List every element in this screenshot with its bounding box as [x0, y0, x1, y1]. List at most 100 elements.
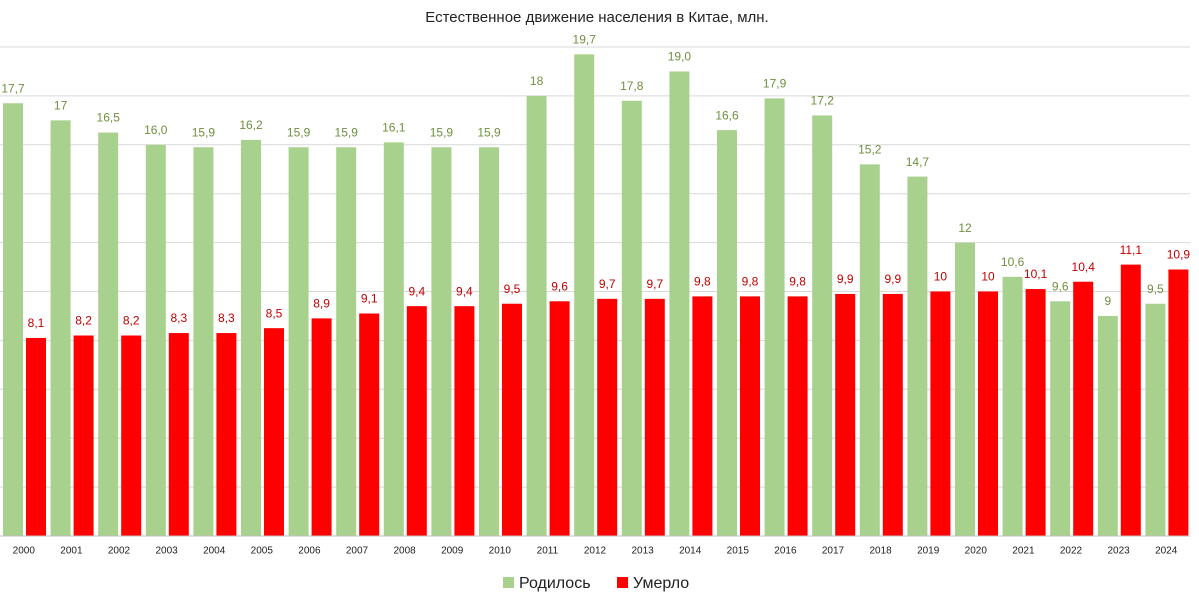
bar: [1025, 289, 1046, 536]
value-label: 16,1: [382, 121, 406, 135]
bar: [549, 301, 570, 536]
bar: [502, 303, 522, 536]
x-tick-label: 2013: [631, 546, 654, 557]
x-tick-label: 2003: [155, 546, 178, 557]
x-tick-label: 2007: [346, 546, 369, 557]
x-tick-label: 2010: [489, 546, 512, 557]
x-tick-label: 2019: [917, 546, 940, 557]
value-label: 8,2: [123, 314, 140, 328]
bar: [669, 71, 690, 536]
bar: [1168, 269, 1189, 536]
x-tick-label: 2005: [251, 546, 274, 557]
x-tick-label: 2015: [727, 546, 750, 557]
legend-swatch: [617, 577, 628, 588]
bar: [264, 328, 284, 536]
value-label: 15,2: [858, 143, 882, 157]
value-label: 15,9: [287, 125, 311, 139]
value-label: 9,1: [361, 292, 378, 306]
value-label: 10,1: [1024, 267, 1048, 281]
value-label: 18: [530, 74, 544, 88]
bar: [454, 306, 475, 536]
x-tick-label: 2020: [965, 546, 988, 557]
value-label: 9,9: [837, 272, 854, 286]
x-tick-label: 2018: [869, 546, 892, 557]
value-label: 17: [54, 99, 68, 113]
value-label: 9,5: [504, 282, 521, 296]
bar: [1002, 276, 1023, 536]
bar: [740, 296, 760, 536]
value-label: 15,9: [430, 125, 454, 139]
value-label: 15,9: [335, 125, 359, 139]
x-tick-label: 2023: [1107, 546, 1130, 557]
value-label: 16,0: [144, 123, 168, 137]
bar: [1050, 301, 1071, 536]
bar: [907, 176, 928, 536]
bar: [193, 147, 214, 536]
bar: [145, 144, 166, 537]
bar: [431, 147, 452, 536]
bar: [978, 291, 998, 536]
bar: [1120, 264, 1141, 536]
legend-label: Родилось: [519, 575, 591, 592]
x-tick-label: 2016: [774, 546, 797, 557]
bar: [692, 296, 713, 536]
value-label: 9,8: [789, 275, 806, 289]
value-label: 8,3: [170, 311, 187, 325]
value-label: 10: [934, 270, 948, 284]
bar: [787, 296, 808, 536]
x-tick-label: 2009: [441, 546, 464, 557]
x-tick-label: 2012: [584, 546, 607, 557]
value-label: 9,6: [1052, 279, 1069, 293]
value-label: 9,6: [551, 279, 568, 293]
value-label: 8,5: [266, 306, 283, 320]
bar: [168, 333, 189, 536]
bar: [621, 100, 642, 536]
bar: [597, 298, 618, 536]
bar: [3, 103, 23, 537]
value-label: 19,0: [668, 50, 692, 64]
bar: [764, 98, 785, 536]
bar: [930, 291, 951, 536]
value-label: 8,3: [218, 311, 235, 325]
bar: [882, 293, 903, 536]
bar: [955, 242, 975, 536]
x-tick-label: 2006: [298, 546, 321, 557]
x-tick-label: 2004: [203, 546, 226, 557]
bar: [479, 147, 499, 536]
bar: [383, 142, 404, 537]
value-label: 17,9: [763, 77, 787, 91]
value-label: 17,8: [620, 79, 644, 93]
bar: [216, 333, 237, 536]
value-label: 16,2: [239, 118, 263, 132]
value-label: 8,9: [313, 297, 330, 311]
value-label: 9: [1104, 294, 1111, 308]
bar: [835, 293, 856, 536]
bar: [644, 298, 665, 536]
x-tick-label: 2008: [393, 546, 416, 557]
x-tick-label: 2002: [108, 546, 131, 557]
bar: [717, 130, 737, 536]
chart-title: Естественное движение населения в Китае,…: [425, 9, 768, 26]
value-label: 10,4: [1072, 260, 1096, 274]
bar: [98, 132, 119, 536]
value-label: 16,6: [715, 108, 739, 122]
bar: [526, 95, 547, 537]
bar: [121, 335, 142, 536]
bar: [241, 139, 261, 536]
value-label: 9,7: [599, 277, 616, 291]
value-label: 11,1: [1120, 243, 1143, 257]
bar: [859, 164, 880, 537]
value-label: 17,2: [811, 94, 835, 108]
bar: [812, 115, 833, 537]
value-label: 9,5: [1147, 282, 1164, 296]
x-tick-label: 2011: [537, 546, 559, 557]
bar: [359, 313, 380, 536]
bar: [26, 337, 46, 536]
x-tick-label: 2022: [1060, 546, 1083, 557]
value-label: 9,8: [742, 275, 759, 289]
value-label: 9,9: [884, 272, 901, 286]
value-label: 9,4: [456, 284, 473, 298]
value-label: 9,4: [408, 284, 425, 298]
